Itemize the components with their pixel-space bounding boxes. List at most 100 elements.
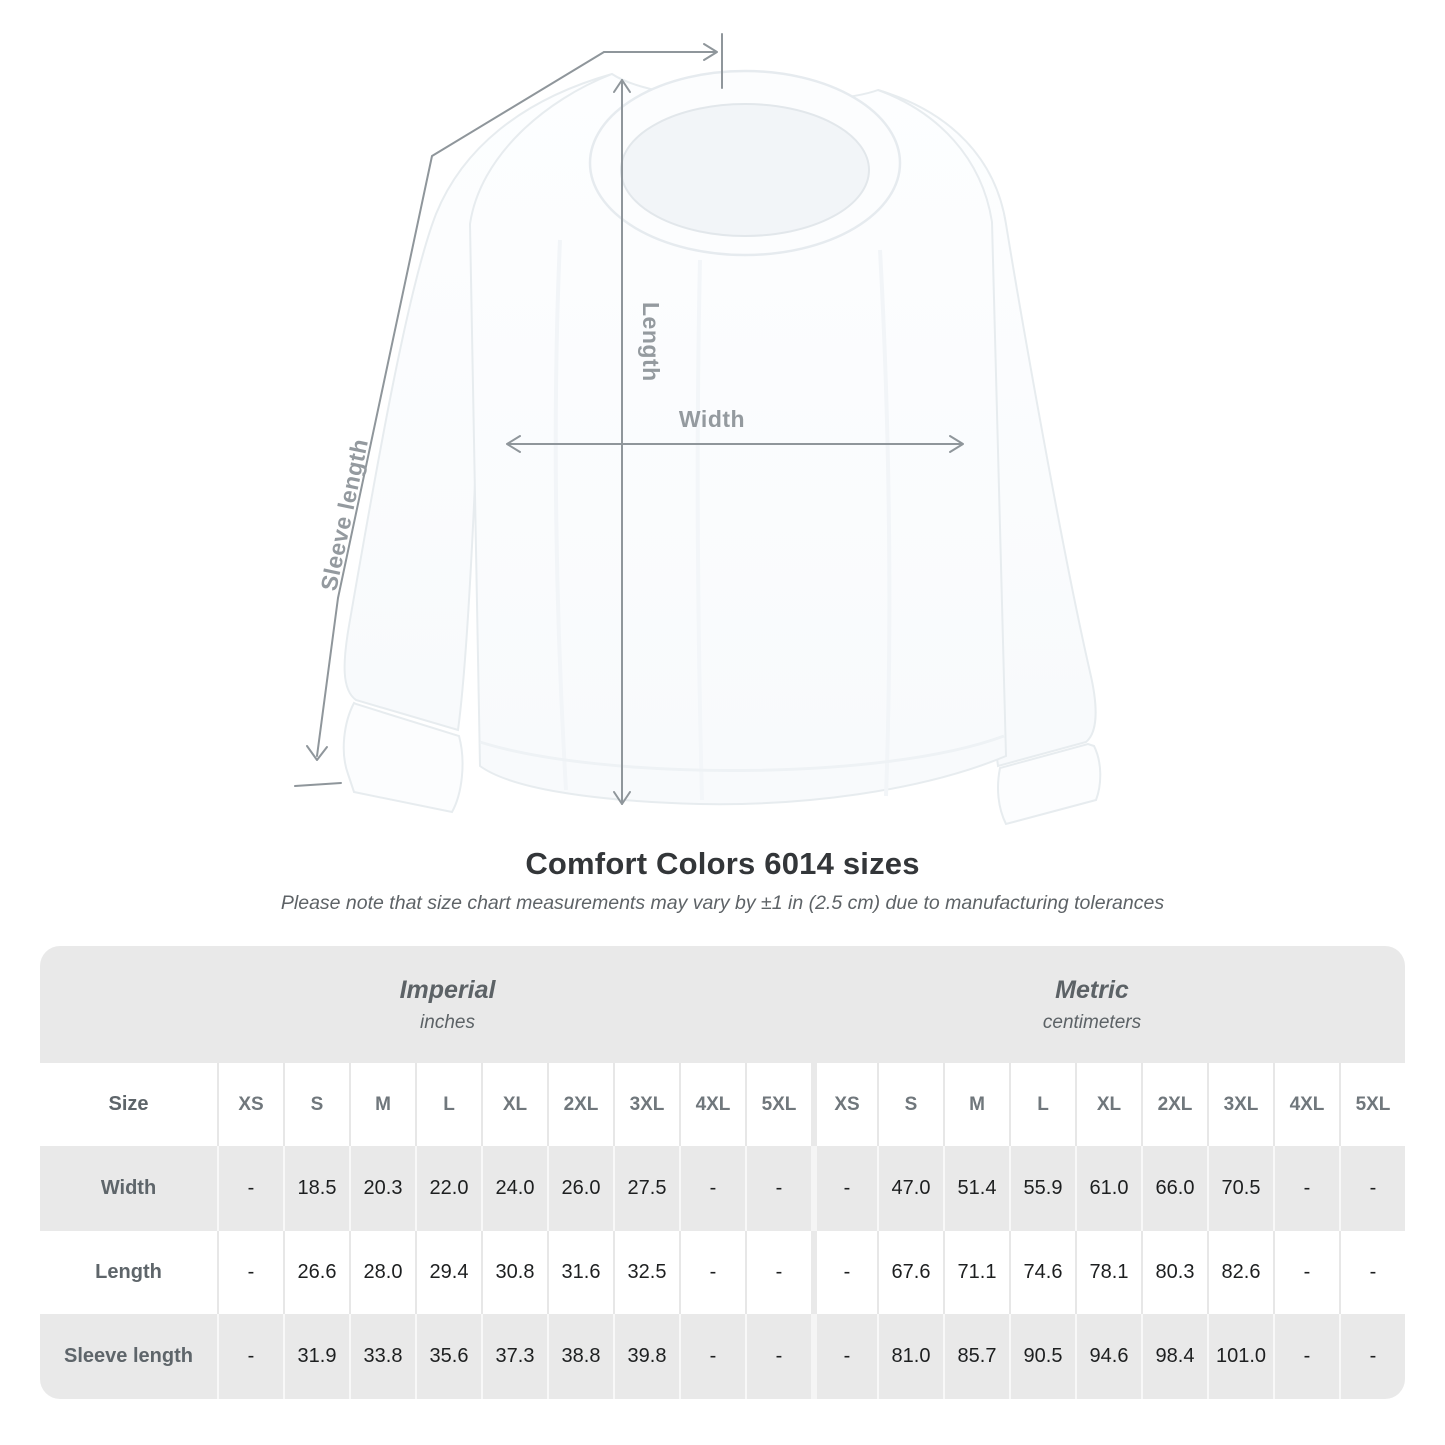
measurement-value-cell: 29.4: [415, 1231, 481, 1314]
page-title: Comfort Colors 6014 sizes: [525, 846, 920, 881]
measurement-value-cell: -: [1273, 1231, 1339, 1314]
size-header-cell: XS: [217, 1063, 283, 1146]
measurement-row-label: Sleeve length: [64, 1345, 193, 1367]
measurement-value-cell: 32.5: [613, 1231, 679, 1314]
metric-title: Metric: [1055, 975, 1129, 1004]
measurement-value-cell: 26.6: [283, 1231, 349, 1314]
measurement-value-cell: 74.6: [1009, 1231, 1075, 1314]
measurement-row-label: Length: [95, 1261, 162, 1283]
arrow-right-icon: [949, 435, 964, 453]
size-header-cell: 2XL: [1141, 1063, 1207, 1146]
measurement-value-cell: -: [679, 1314, 745, 1399]
measurement-value-cell: 24.0: [481, 1146, 547, 1231]
imperial-section-header: Imperial inches: [40, 946, 811, 1063]
measurement-value-cell: 31.9: [283, 1314, 349, 1399]
sleeve-measure-line: [316, 51, 605, 757]
measurement-value-cell: -: [811, 1146, 877, 1231]
size-chart-table: Imperial inches Metric centimeters Size X…: [40, 946, 1405, 1399]
measurement-value-cell: 80.3: [1141, 1231, 1207, 1314]
title-block: Comfort Colors 6014 sizes Please note th…: [0, 846, 1445, 915]
measurement-value-cell: 94.6: [1075, 1314, 1141, 1399]
table-row: Sleeve length -31.9 33.8 35.6 37.3 38.8 39.8- -…: [40, 1314, 1405, 1399]
measurement-value-cell: 81.0: [877, 1314, 943, 1399]
measurement-value-cell: -: [679, 1146, 745, 1231]
measurement-value-cell: -: [1339, 1314, 1405, 1399]
size-header-cell: L: [1009, 1063, 1075, 1146]
measurement-value-cell: 38.8: [547, 1314, 613, 1399]
measurement-value-cell: 85.7: [943, 1314, 1009, 1399]
shirt-figure: Sleeve length Length Width: [294, 33, 1102, 826]
width-measure-label: Width: [679, 406, 745, 432]
measurement-value-cell: 47.0: [877, 1146, 943, 1231]
size-header-cell: XL: [481, 1063, 547, 1146]
table-row: Size XS S M L XL 2XL 3XL 4XL 5XL XS S M L XL 2XL 3XL 4XL 5…: [40, 1063, 1405, 1146]
shirt-hem-line: [479, 734, 1005, 772]
measurement-value-cell: -: [1273, 1314, 1339, 1399]
measurement-value-cell: -: [679, 1231, 745, 1314]
measurement-value-cell: 67.6: [877, 1231, 943, 1314]
sleeve-measure-bottom-tick: [294, 782, 342, 787]
measurement-value-cell: 101.0: [1207, 1314, 1273, 1399]
size-header-cell: S: [877, 1063, 943, 1146]
shirt-right-cuff: [997, 742, 1102, 826]
measurement-value-cell: 28.0: [349, 1231, 415, 1314]
measurement-value-cell: 31.6: [547, 1231, 613, 1314]
arrow-right-icon: [703, 43, 718, 61]
measurement-value-cell: 33.8: [349, 1314, 415, 1399]
measurement-value-cell: -: [217, 1231, 283, 1314]
measurement-value-cell: 82.6: [1207, 1231, 1273, 1314]
measurement-value-cell: 20.3: [349, 1146, 415, 1231]
size-header-cell: XL: [1075, 1063, 1141, 1146]
arrow-left-icon: [506, 435, 521, 453]
measurement-value-cell: -: [745, 1314, 811, 1399]
measurement-value-cell: -: [811, 1314, 877, 1399]
measurement-value-cell: -: [745, 1231, 811, 1314]
measurement-value-cell: -: [217, 1146, 283, 1231]
measurement-value-cell: -: [745, 1146, 811, 1231]
size-header-cell: XS: [811, 1063, 877, 1146]
measurement-row-label: Width: [100, 1177, 157, 1199]
table-row: Length -26.6 28.0 29.4 30.8 31.6 32.5- - -67.6 71…: [40, 1231, 1405, 1314]
shirt-wrinkle: [695, 259, 704, 801]
size-header-cell: M: [349, 1063, 415, 1146]
arrow-down-icon: [306, 745, 328, 761]
size-header-cell: 2XL: [547, 1063, 613, 1146]
shirt-wrinkle: [878, 249, 892, 797]
unit-header-band: Imperial inches Metric centimeters: [40, 946, 1405, 1063]
measurement-value-cell: 71.1: [943, 1231, 1009, 1314]
measurement-value-cell: 78.1: [1075, 1231, 1141, 1314]
metric-section-header: Metric centimeters: [811, 946, 1405, 1063]
measurement-value-cell: 61.0: [1075, 1146, 1141, 1231]
measurement-value-cell: -: [217, 1314, 283, 1399]
measurement-value-cell: 30.8: [481, 1231, 547, 1314]
measurement-value-cell: 26.0: [547, 1146, 613, 1231]
size-header-cell: 3XL: [1207, 1063, 1273, 1146]
measurement-value-cell: -: [811, 1231, 877, 1314]
arrow-up-icon: [613, 79, 631, 93]
metric-subtitle: centimeters: [1042, 1011, 1142, 1033]
table-row: Width -18.5 20.3 22.0 24.0 26.0 27.5- - -47.0 51.…: [40, 1146, 1405, 1231]
length-measure-label: Length: [638, 302, 664, 382]
arrow-down-icon: [613, 791, 631, 805]
size-header-cell: 5XL: [745, 1063, 811, 1146]
measurement-value-cell: 70.5: [1207, 1146, 1273, 1231]
shirt-left-cuff: [342, 701, 464, 814]
measurement-value-cell: 22.0: [415, 1146, 481, 1231]
measurement-value-cell: -: [1339, 1146, 1405, 1231]
imperial-subtitle: inches: [420, 1011, 475, 1033]
size-header-cell: 4XL: [1273, 1063, 1339, 1146]
size-column-header: Size: [108, 1093, 149, 1115]
measurement-lines: [294, 33, 964, 805]
shirt-illustration: [342, 69, 1102, 826]
measurement-value-cell: 55.9: [1009, 1146, 1075, 1231]
size-header-cell: S: [283, 1063, 349, 1146]
shirt-wrinkle: [553, 239, 568, 791]
shirt-measurement-diagram: Sleeve length Length Width: [294, 33, 1102, 826]
measurement-value-cell: 37.3: [481, 1314, 547, 1399]
tolerance-note: Please note that size chart measurements…: [280, 892, 1165, 914]
size-header-cell: M: [943, 1063, 1009, 1146]
size-header-cell: 4XL: [679, 1063, 745, 1146]
measurement-value-cell: 51.4: [943, 1146, 1009, 1231]
measurement-value-cell: 18.5: [283, 1146, 349, 1231]
